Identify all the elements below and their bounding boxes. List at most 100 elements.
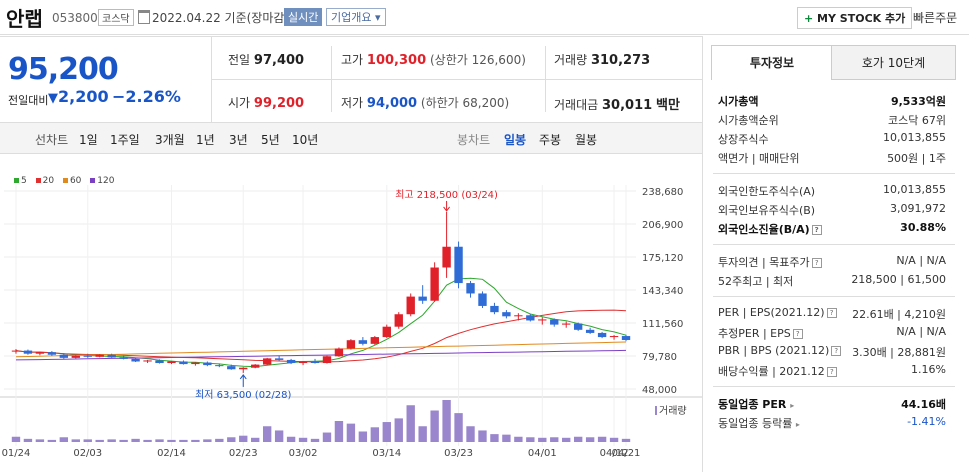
candle-body bbox=[621, 336, 631, 340]
volume-bar bbox=[502, 434, 511, 442]
candle-body bbox=[203, 362, 212, 366]
x-tick-label: 04/12 bbox=[600, 448, 629, 459]
volume-bar bbox=[119, 439, 128, 442]
candle-body bbox=[119, 357, 128, 359]
x-tick-label: 03/14 bbox=[372, 448, 401, 459]
candle-body bbox=[95, 354, 104, 357]
x-tick-label: 03/02 bbox=[289, 448, 318, 459]
volume-bar bbox=[538, 437, 547, 442]
open-price: 시가 99,200 bbox=[228, 96, 305, 111]
period-5y[interactable]: 5년 bbox=[261, 133, 280, 147]
stock-name: 안랩 bbox=[6, 7, 43, 31]
period-daily[interactable]: 일봉 bbox=[504, 133, 527, 147]
candle-body bbox=[490, 305, 499, 313]
volume-bar bbox=[406, 405, 415, 442]
help-icon[interactable]: ? bbox=[792, 329, 803, 339]
chevron-down-icon: ▾ bbox=[374, 11, 381, 24]
ma5-swatch bbox=[14, 178, 19, 183]
candle-body bbox=[71, 355, 80, 358]
candle-body bbox=[191, 362, 200, 365]
y-tick-label: 111,560 bbox=[642, 319, 683, 330]
volume-bar bbox=[370, 427, 380, 442]
help-icon[interactable]: ? bbox=[826, 308, 837, 318]
x-tick-label: 04/01 bbox=[528, 448, 557, 459]
help-icon[interactable]: ? bbox=[811, 225, 822, 235]
candle-body bbox=[322, 356, 332, 364]
volume-bar bbox=[585, 437, 595, 442]
est-per-row: 추정PER | EPS? N/A | N/A bbox=[718, 325, 946, 340]
candle-body bbox=[454, 246, 463, 284]
dividend-row: 배당수익률 | 2021.12? 1.16% bbox=[718, 363, 946, 378]
help-icon[interactable]: ? bbox=[831, 346, 842, 356]
volume-bar bbox=[227, 437, 236, 442]
divider bbox=[713, 244, 955, 245]
volume-bar bbox=[71, 439, 80, 442]
candle-body bbox=[155, 360, 164, 364]
down-triangle-icon: ▼ bbox=[48, 91, 58, 106]
calendar-icon bbox=[138, 10, 150, 24]
help-icon[interactable]: ? bbox=[811, 258, 822, 268]
volume-legend-swatch bbox=[655, 406, 657, 415]
52week-row: 52주최고 | 최저 218,500 | 61,500 bbox=[718, 273, 946, 288]
ma-legend: 5 20 60 120 bbox=[8, 176, 114, 186]
period-1d[interactable]: 1일 bbox=[79, 133, 98, 147]
change-label: 전일대비 bbox=[8, 94, 49, 107]
my-stock-add-button[interactable]: + MY STOCK 추가 bbox=[797, 7, 913, 29]
ma5-line bbox=[15, 277, 627, 368]
candle-body bbox=[418, 296, 427, 301]
quick-order-link[interactable]: 빠른주문 bbox=[913, 11, 958, 25]
y-tick-label: 48,000 bbox=[642, 385, 677, 396]
volume-bar bbox=[466, 426, 475, 442]
candle-chart-label: 봉차트 bbox=[457, 133, 491, 147]
volume-bar bbox=[334, 421, 344, 442]
x-tick-label: 03/23 bbox=[444, 448, 473, 459]
candle-body bbox=[346, 340, 356, 349]
candle-body bbox=[334, 348, 344, 357]
volume-bar bbox=[430, 410, 439, 442]
ma60-line bbox=[15, 341, 627, 358]
tab-orderbook[interactable]: 호가 10단계 bbox=[831, 45, 956, 80]
company-overview-button[interactable]: 기업개요 ▾ bbox=[326, 8, 386, 26]
divider bbox=[702, 36, 703, 472]
candle-body bbox=[179, 361, 188, 365]
price-chart[interactable]: 238,680 206,900 175,120 143,340 111,560 79,78… bbox=[0, 152, 702, 472]
candle-body bbox=[394, 314, 403, 327]
plus-icon: + bbox=[804, 12, 818, 25]
volume-bar bbox=[167, 439, 176, 442]
period-3m[interactable]: 3개월 bbox=[155, 133, 185, 147]
volume-bar bbox=[382, 422, 391, 442]
volume-bar bbox=[155, 439, 164, 442]
period-10y[interactable]: 10년 bbox=[292, 133, 319, 147]
candle-body bbox=[430, 267, 439, 301]
period-weekly[interactable]: 주봉 bbox=[539, 133, 562, 147]
candle-body bbox=[310, 361, 320, 364]
candle-body bbox=[502, 312, 511, 317]
market-badge: 코스닥 bbox=[98, 9, 134, 26]
period-1y[interactable]: 1년 bbox=[196, 133, 215, 147]
tab-invest-info[interactable]: 투자정보 bbox=[711, 45, 833, 80]
period-3y[interactable]: 3년 bbox=[229, 133, 248, 147]
help-icon[interactable]: ? bbox=[826, 367, 837, 377]
period-1w[interactable]: 1주일 bbox=[110, 133, 140, 147]
volume-bar bbox=[454, 413, 463, 442]
volume-bar bbox=[562, 437, 571, 442]
min-annotation: 최저 63,500 (02/28) bbox=[195, 389, 291, 401]
realtime-button[interactable]: 실시간 bbox=[284, 8, 323, 26]
x-tick-label: 04/21 bbox=[612, 448, 641, 459]
volume-label: 거래량 bbox=[659, 405, 687, 417]
foreign-hold-row: 외국인보유주식수(B) 3,091,972 bbox=[718, 202, 946, 217]
y-tick-label: 238,680 bbox=[642, 187, 683, 198]
candle-body bbox=[227, 366, 236, 370]
volume-bar bbox=[609, 437, 619, 442]
volume-bar bbox=[418, 426, 427, 442]
volume-bar bbox=[23, 438, 33, 442]
volume-bar bbox=[83, 439, 92, 442]
market-cap-row: 시가총액 9,533억원 bbox=[718, 95, 946, 108]
sector-per-row: 동일업종 PER ▸ 44.16배 bbox=[718, 398, 946, 411]
volume-bar bbox=[442, 400, 451, 442]
shares-row: 상장주식수 10,013,855 bbox=[718, 131, 946, 146]
period-monthly[interactable]: 월봉 bbox=[575, 133, 598, 147]
foreign-limit-row: 외국인한도주식수(A) 10,013,855 bbox=[718, 183, 946, 198]
volume-bar bbox=[298, 437, 308, 442]
candle-body bbox=[370, 337, 380, 344]
